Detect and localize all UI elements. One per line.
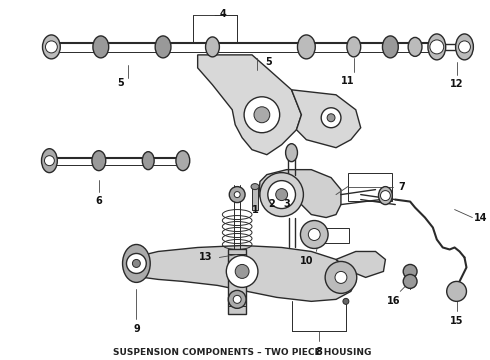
Bar — [348, 173, 392, 201]
Circle shape — [229, 186, 245, 203]
Ellipse shape — [251, 184, 259, 190]
Ellipse shape — [456, 34, 473, 60]
Bar — [252, 188, 258, 210]
Ellipse shape — [122, 244, 150, 282]
Ellipse shape — [408, 37, 422, 57]
Text: 5: 5 — [265, 57, 271, 67]
Circle shape — [276, 189, 288, 201]
Circle shape — [325, 261, 357, 293]
Circle shape — [447, 282, 466, 301]
Circle shape — [308, 229, 320, 240]
Text: 3: 3 — [283, 199, 290, 208]
Text: 11: 11 — [341, 76, 355, 86]
Text: 8: 8 — [316, 347, 322, 357]
Circle shape — [46, 41, 57, 53]
Circle shape — [260, 173, 303, 217]
Text: 14: 14 — [474, 212, 488, 222]
Circle shape — [459, 41, 470, 53]
Circle shape — [254, 107, 270, 123]
Ellipse shape — [347, 37, 361, 57]
Ellipse shape — [42, 149, 57, 173]
Circle shape — [380, 190, 391, 201]
Text: 10: 10 — [299, 256, 313, 266]
Ellipse shape — [155, 36, 171, 58]
Text: 5: 5 — [117, 78, 124, 88]
Text: SUSPENSION COMPONENTS – TWO PIECE HOUSING: SUSPENSION COMPONENTS – TWO PIECE HOUSIN… — [113, 348, 371, 357]
Ellipse shape — [206, 37, 220, 57]
Polygon shape — [259, 170, 341, 217]
Text: 6: 6 — [96, 195, 102, 206]
Text: 13: 13 — [199, 252, 213, 262]
Text: 12: 12 — [450, 79, 464, 89]
Circle shape — [343, 298, 349, 304]
Text: 7: 7 — [398, 181, 405, 192]
Text: 1: 1 — [251, 204, 258, 215]
Ellipse shape — [93, 36, 109, 58]
Circle shape — [327, 114, 335, 122]
Polygon shape — [197, 55, 301, 155]
Ellipse shape — [383, 36, 398, 58]
Circle shape — [132, 260, 140, 267]
Ellipse shape — [378, 186, 392, 204]
Polygon shape — [292, 90, 361, 148]
Circle shape — [244, 97, 280, 133]
Circle shape — [430, 40, 444, 54]
Ellipse shape — [428, 34, 446, 60]
Circle shape — [228, 291, 246, 309]
Text: 4: 4 — [220, 9, 226, 19]
Ellipse shape — [176, 151, 190, 171]
Circle shape — [321, 108, 341, 128]
Circle shape — [233, 295, 241, 303]
Bar — [228, 249, 246, 314]
Circle shape — [235, 265, 249, 278]
Circle shape — [126, 253, 146, 274]
Text: 16: 16 — [387, 296, 400, 306]
Ellipse shape — [297, 35, 315, 59]
Circle shape — [268, 181, 295, 208]
Ellipse shape — [43, 35, 60, 59]
Polygon shape — [133, 246, 356, 301]
Polygon shape — [336, 252, 386, 278]
Circle shape — [335, 271, 347, 283]
Circle shape — [45, 156, 54, 166]
Circle shape — [234, 192, 240, 198]
Circle shape — [226, 256, 258, 287]
Bar — [319, 228, 349, 243]
Circle shape — [300, 221, 328, 248]
Circle shape — [403, 265, 417, 278]
Circle shape — [403, 274, 417, 288]
Text: 9: 9 — [133, 324, 140, 334]
Text: 2: 2 — [269, 199, 275, 208]
Text: 15: 15 — [450, 316, 464, 326]
Ellipse shape — [92, 151, 106, 171]
Ellipse shape — [286, 144, 297, 162]
Ellipse shape — [142, 152, 154, 170]
